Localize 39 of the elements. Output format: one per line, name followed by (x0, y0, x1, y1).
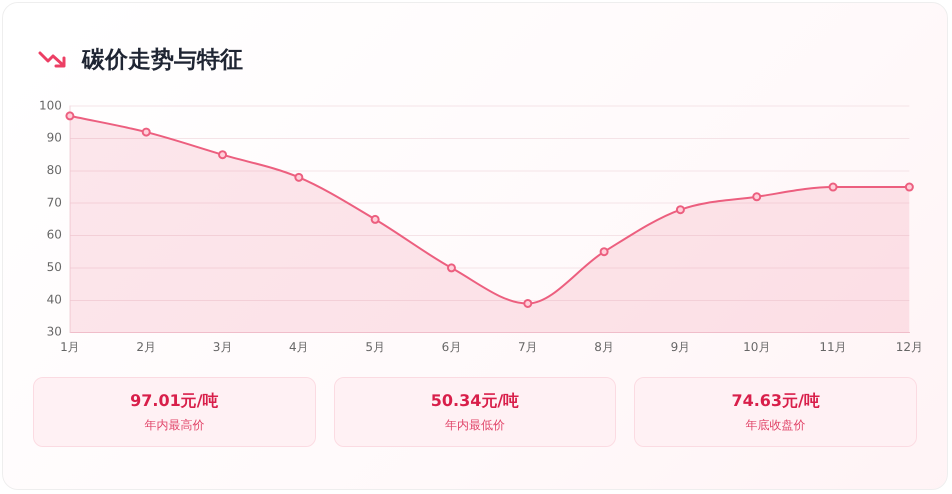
point (218, 150, 228, 160)
x-tick-label: 11月 (819, 340, 847, 354)
x-tick-label: 2月 (136, 340, 156, 354)
x-tick-label: 9月 (670, 340, 690, 354)
x-tick-label: 10月 (743, 340, 770, 354)
text: 年底收盘价 (746, 416, 806, 434)
text: 年内最高价 (144, 416, 204, 434)
text: 74.63元/吨 (731, 390, 820, 412)
point (600, 247, 609, 256)
y-tick-label: 70 (46, 195, 62, 210)
point (828, 182, 838, 192)
point (752, 192, 762, 202)
x-tick-label: 1月 (60, 340, 80, 354)
x-tick-label: 6月 (442, 340, 462, 354)
x-tick-label: 8月 (594, 340, 614, 354)
point (676, 205, 685, 214)
x-tick-label: 12月 (896, 340, 924, 354)
chart-title: 碳价走势与特征 (82, 46, 243, 74)
text: 97.01元/吨 (130, 390, 219, 412)
x-tick-label: 7月 (518, 340, 538, 354)
point (294, 172, 304, 182)
point (142, 128, 151, 137)
text: 年内最低价 (445, 416, 505, 434)
y-tick-label: 50 (46, 260, 62, 274)
point (523, 298, 532, 308)
y-tick-label: 90 (46, 130, 62, 145)
text: 50.34元/吨 (430, 390, 520, 412)
y-tick-label: 100 (39, 98, 62, 112)
point (904, 182, 914, 192)
point (370, 214, 380, 224)
x-tick-label: 4月 (289, 340, 309, 354)
y-tick-label: 40 (46, 292, 62, 306)
y-tick-label: 30 (46, 324, 62, 339)
point (446, 263, 456, 272)
y-tick-label: 80 (46, 163, 62, 178)
y-tick-label: 60 (46, 228, 62, 242)
point (65, 111, 74, 120)
x-tick-label: 5月 (365, 340, 385, 354)
x-tick-label: 3月 (212, 340, 232, 354)
